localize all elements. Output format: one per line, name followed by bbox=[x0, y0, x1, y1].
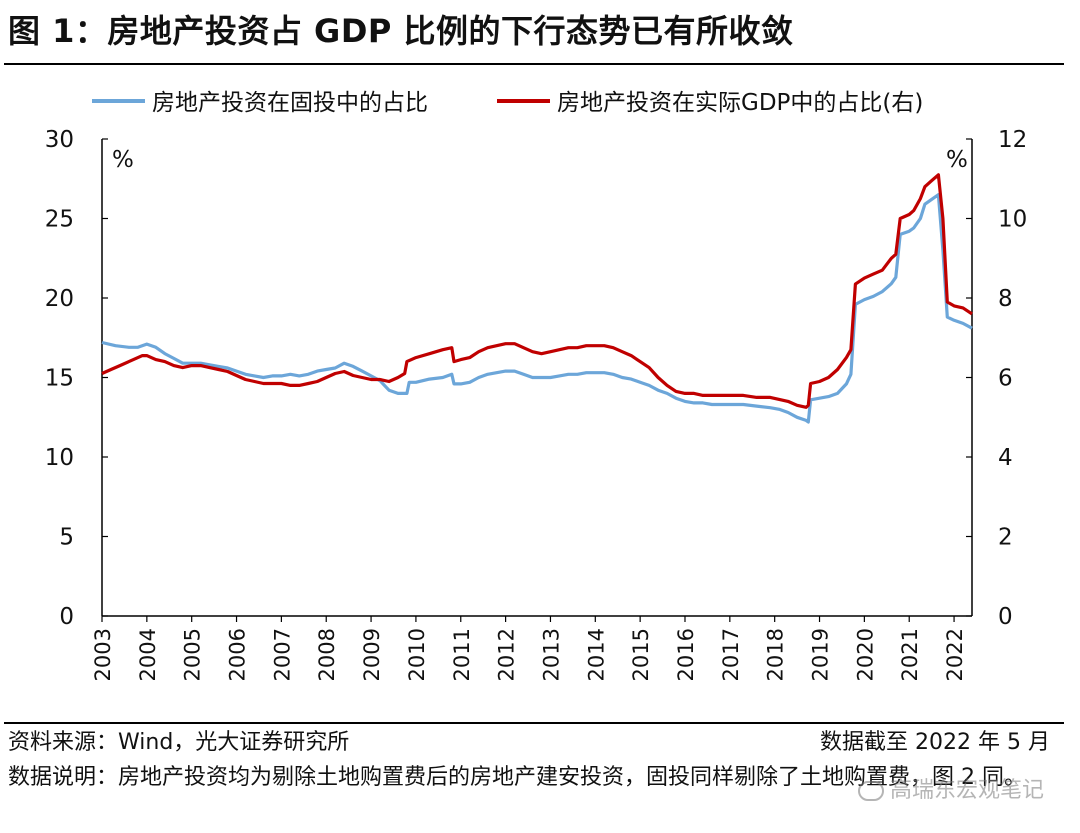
x-tick-label: 2018 bbox=[764, 628, 788, 681]
x-tick-label: 2013 bbox=[539, 628, 563, 681]
left-tick-label: 5 bbox=[59, 525, 74, 551]
x-tick-label: 2015 bbox=[629, 628, 653, 681]
source-text: 资料来源：Wind，光大证券研究所 bbox=[8, 730, 350, 755]
legend-label-fixed-asset-share: 房地产投资在固投中的占比 bbox=[152, 90, 428, 116]
x-tick-label: 2020 bbox=[853, 628, 877, 681]
left-tick-label: 20 bbox=[45, 286, 74, 312]
x-tick-label: 2012 bbox=[495, 628, 519, 681]
chart: 房地产投资在固投中的占比 房地产投资在实际GDP中的占比(右) 05101520… bbox=[45, 90, 1028, 681]
left-unit-label: % bbox=[112, 147, 134, 173]
x-tick-label: 2007 bbox=[270, 628, 294, 681]
left-tick-label: 15 bbox=[45, 366, 74, 392]
x-tick-label: 2011 bbox=[450, 628, 474, 681]
axes: 0 5 10 15 20 25 30 0 2 4 6 8 10 12 2003 2004 2005 2006 200… bbox=[45, 127, 1028, 681]
x-tick-label: 2017 bbox=[719, 628, 743, 681]
note-text: 数据说明：房地产投资均为剔除土地购置费后的房地产建安投资，固投同样剔除了土地购置… bbox=[8, 765, 1026, 790]
x-tick-label: 2008 bbox=[315, 628, 339, 681]
right-tick-label: 12 bbox=[998, 127, 1027, 153]
x-tick-label: 2003 bbox=[91, 628, 115, 681]
x-tick-label: 2010 bbox=[405, 628, 429, 681]
x-tick-label: 2006 bbox=[226, 628, 250, 681]
right-tick-label: 0 bbox=[998, 604, 1013, 630]
figure-title: 图 1：房地产投资占 GDP 比例的下行态势已有所收敛 bbox=[8, 12, 794, 50]
watermark-text: 高瑞东宏观笔记 bbox=[889, 778, 1044, 803]
x-tick-label: 2019 bbox=[809, 628, 833, 681]
x-tick-label: 2021 bbox=[898, 628, 922, 681]
cutoff-text: 数据截至 2022 年 5 月 bbox=[820, 730, 1050, 755]
x-tick-label: 2022 bbox=[943, 628, 967, 681]
right-unit-label: % bbox=[946, 147, 968, 173]
bottom-rule bbox=[4, 722, 1064, 724]
legend: 房地产投资在固投中的占比 房地产投资在实际GDP中的占比(右) bbox=[92, 90, 923, 116]
series-line-gdp-share bbox=[101, 173, 973, 409]
left-tick-label: 30 bbox=[45, 127, 74, 153]
left-tick-label: 10 bbox=[45, 445, 74, 471]
x-tick-label: 2005 bbox=[181, 628, 205, 681]
legend-label-gdp-share: 房地产投资在实际GDP中的占比(右) bbox=[557, 90, 923, 116]
x-tick-label: 2014 bbox=[584, 628, 608, 681]
right-tick-label: 10 bbox=[998, 207, 1027, 233]
x-tick-label: 2016 bbox=[674, 628, 698, 681]
right-tick-label: 4 bbox=[998, 445, 1013, 471]
left-tick-label: 25 bbox=[45, 207, 74, 233]
right-tick-label: 8 bbox=[998, 286, 1013, 312]
chat-bubble-icon bbox=[857, 781, 884, 801]
right-tick-label: 6 bbox=[998, 366, 1013, 392]
right-tick-label: 2 bbox=[998, 525, 1013, 551]
top-rule bbox=[4, 63, 1064, 65]
x-tick-label: 2004 bbox=[136, 628, 160, 681]
left-tick-label: 0 bbox=[59, 604, 74, 630]
series-line-fixed-asset-share bbox=[101, 193, 973, 424]
series-layer bbox=[101, 173, 973, 424]
x-tick-label: 2009 bbox=[360, 628, 384, 681]
watermark: 高瑞东宏观笔记 bbox=[857, 772, 1044, 804]
